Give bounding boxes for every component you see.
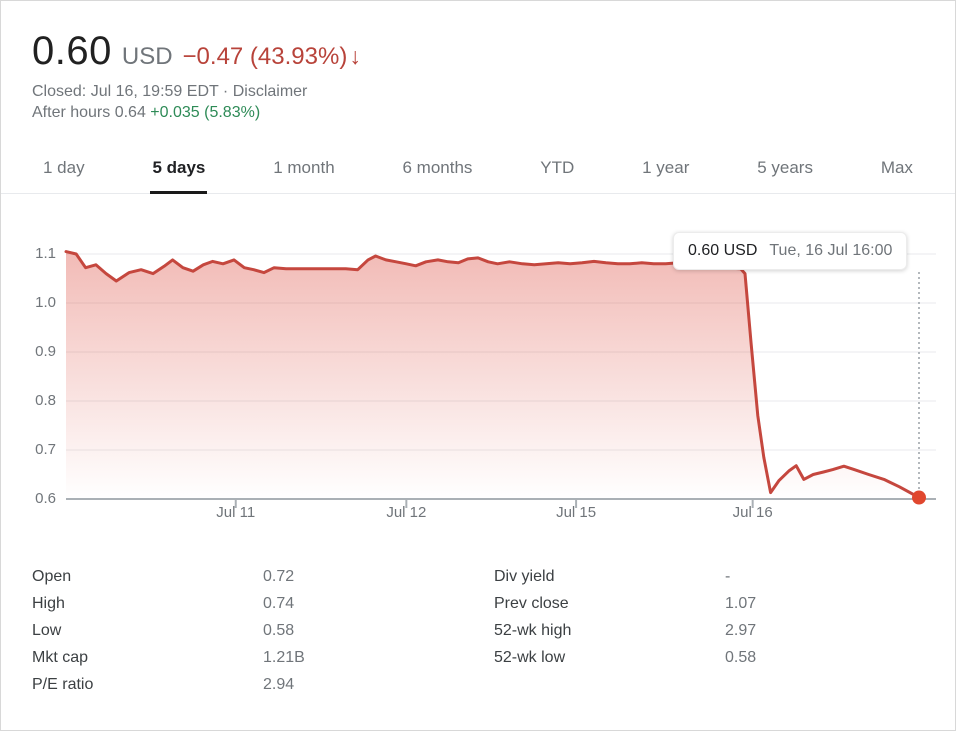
stat-value: 2.94 [263, 675, 295, 693]
y-tick-label: 0.8 [35, 392, 56, 409]
tab-6-months[interactable]: 6 months [402, 157, 473, 177]
stat-row: Open 0.72 [32, 563, 462, 590]
x-tick-label: Jul 11 [216, 504, 256, 521]
tab-1-year[interactable]: 1 year [642, 157, 690, 177]
tab-ytd[interactable]: YTD [540, 157, 575, 177]
x-tick-label: Jul 16 [732, 504, 773, 521]
stat-label: 52-wk low [494, 648, 566, 666]
currency-label: USD [121, 43, 173, 70]
price-change: −0.47 (43.93%)↓ [182, 43, 361, 70]
stat-value: 0.72 [263, 567, 295, 585]
stat-row: Div yield - [494, 563, 924, 590]
stat-value: 0.58 [725, 648, 757, 666]
y-tick-label: 0.6 [35, 490, 56, 507]
stats-right-column: Div yield - Prev close 1.07 52-wk high 2.97 52… [494, 563, 924, 698]
y-tick-label: 0.9 [35, 343, 56, 360]
down-arrow-icon: ↓ [349, 43, 361, 69]
tab-1-day[interactable]: 1 day [43, 157, 85, 177]
price-row: 0.60 USD −0.47 (43.93%)↓ [32, 29, 924, 74]
x-tick-label: Jul 15 [556, 504, 597, 521]
stats-left-column: Open 0.72 High 0.74 Low 0.58 Mkt cap 1.21B P/E r… [32, 563, 462, 698]
tab-5-years[interactable]: 5 years [757, 157, 813, 177]
disclaimer-link[interactable]: Disclaimer [232, 83, 308, 100]
stat-label: Mkt cap [32, 648, 89, 666]
chart-canvas[interactable] [1, 194, 956, 549]
market-status-line: Closed: Jul 16, 19:59 EDT · Disclaimer [32, 83, 924, 101]
stat-value: 1.21B [263, 648, 305, 666]
chart-tooltip: 0.60 USD Tue, 16 Jul 16:00 [673, 232, 908, 270]
price-chart[interactable]: 1.1 1.0 0.9 0.8 0.7 0.6 Jul 11 Jul 12 Jul 15 Jul… [1, 194, 956, 549]
tooltip-price: 0.60 USD [688, 242, 758, 259]
stat-label: Low [32, 621, 62, 639]
closed-time-text: Closed: Jul 16, 19:59 EDT · [32, 83, 233, 100]
stat-row: Mkt cap 1.21B [32, 644, 462, 671]
tab-max[interactable]: Max [880, 157, 913, 177]
stat-label: High [32, 594, 65, 612]
after-hours-change: +0.035 (5.83%) [150, 104, 261, 121]
range-tab-bar: 1 day 5 days 1 month 6 months YTD 1 year 5 yea… [1, 144, 955, 194]
stat-value: 1.07 [725, 594, 757, 612]
stat-value: 0.74 [263, 594, 295, 612]
stat-row: High 0.74 [32, 590, 462, 617]
stat-row: P/E ratio 2.94 [32, 671, 462, 698]
stat-row: 52-wk high 2.97 [494, 617, 924, 644]
y-tick-label: 1.1 [35, 245, 56, 262]
after-hours-line: After hours 0.64 +0.035 (5.83%) [32, 104, 924, 122]
stat-value: 2.97 [725, 621, 757, 639]
current-price: 0.60 [32, 29, 112, 73]
quote-header: 0.60 USD −0.47 (43.93%)↓ Closed: Jul 16,… [1, 1, 955, 122]
y-tick-label: 0.7 [35, 441, 56, 458]
key-stats: Open 0.72 High 0.74 Low 0.58 Mkt cap 1.21B P/E r… [1, 563, 955, 698]
x-tick-label: Jul 12 [386, 504, 427, 521]
stat-value: 0.58 [263, 621, 295, 639]
stat-row: Low 0.58 [32, 617, 462, 644]
stat-row: 52-wk low 0.58 [494, 644, 924, 671]
stat-value: - [725, 567, 731, 585]
stat-label: Div yield [494, 567, 555, 585]
stat-row: Prev close 1.07 [494, 590, 924, 617]
after-hours-text: After hours 0.64 [32, 104, 151, 121]
tab-1-month[interactable]: 1 month [273, 157, 335, 177]
stat-label: Open [32, 567, 72, 585]
tab-5-days[interactable]: 5 days [150, 144, 208, 194]
y-tick-label: 1.0 [35, 294, 56, 311]
tooltip-time: Tue, 16 Jul 16:00 [769, 242, 893, 259]
stat-label: 52-wk high [494, 621, 572, 639]
stat-label: P/E ratio [32, 675, 94, 693]
stat-label: Prev close [494, 594, 569, 612]
